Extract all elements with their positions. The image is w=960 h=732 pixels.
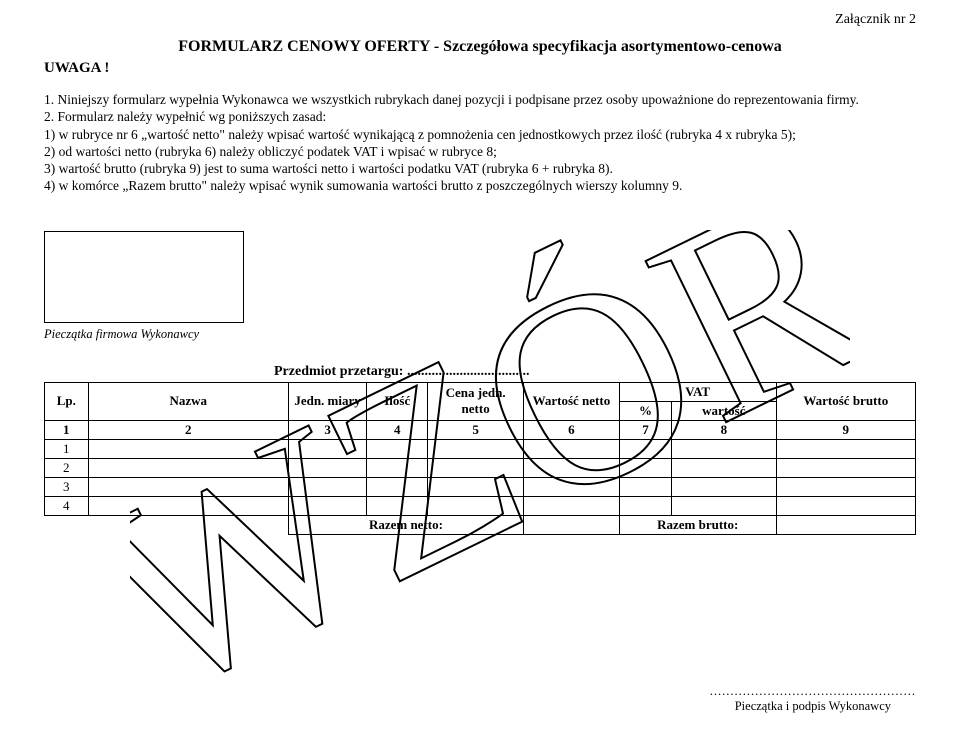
th-nazwa: Nazwa (88, 382, 288, 420)
table-colnum: 5 (428, 420, 524, 439)
table-number-row: 123456789 (45, 420, 916, 439)
company-stamp-box (44, 231, 244, 323)
table-cell: 1 (45, 439, 89, 458)
th-wart-netto: Wartość netto (524, 382, 620, 420)
table-cell (619, 477, 671, 496)
table-cell (672, 439, 777, 458)
table-colnum: 8 (672, 420, 777, 439)
table-cell (288, 458, 366, 477)
table-cell (776, 458, 915, 477)
signature-dots: ........................................… (710, 684, 916, 699)
table-cell (428, 458, 524, 477)
table-cell: 4 (45, 496, 89, 515)
table-colnum: 9 (776, 420, 915, 439)
table-colnum: 7 (619, 420, 671, 439)
table-cell (428, 477, 524, 496)
table-cell: 2 (45, 458, 89, 477)
table-cell (524, 458, 620, 477)
table-cell (776, 439, 915, 458)
table-row: 1 (45, 439, 916, 458)
company-stamp-label: Pieczątka firmowa Wykonawcy (44, 327, 916, 342)
table-cell (619, 439, 671, 458)
price-table: Lp. Nazwa Jedn. miary Ilość Cena jedn. n… (44, 382, 916, 535)
table-colnum: 2 (88, 420, 288, 439)
signature-label: Pieczątka i podpis Wykonawcy (710, 699, 916, 714)
table-cell: 3 (45, 477, 89, 496)
table-cell (672, 496, 777, 515)
th-lp: Lp. (45, 382, 89, 420)
table-cell (428, 496, 524, 515)
signature-block: ........................................… (710, 684, 916, 714)
table-cell (619, 496, 671, 515)
uwaga-heading: UWAGA ! (44, 60, 916, 77)
table-row: 4 (45, 496, 916, 515)
table-colnum: 6 (524, 420, 620, 439)
table-cell (367, 439, 428, 458)
table-row: 3 (45, 477, 916, 496)
table-sum-row: Razem netto: Razem brutto: (45, 515, 916, 534)
table-cell (776, 477, 915, 496)
table-cell (367, 496, 428, 515)
table-cell (672, 458, 777, 477)
table-cell (88, 496, 288, 515)
th-jedn: Jedn. miary (288, 382, 366, 420)
th-vat-wart: wartość (672, 401, 777, 420)
th-ilosc: Ilość (367, 382, 428, 420)
razem-netto-label: Razem netto: (288, 515, 523, 534)
table-cell (672, 477, 777, 496)
table-cell (88, 439, 288, 458)
table-colnum: 1 (45, 420, 89, 439)
th-vat-pct: % (619, 401, 671, 420)
th-cena: Cena jedn. netto (428, 382, 524, 420)
table-colnum: 3 (288, 420, 366, 439)
table-colnum: 4 (367, 420, 428, 439)
razem-brutto-label: Razem brutto: (619, 515, 776, 534)
table-cell (288, 496, 366, 515)
table-header-row: Lp. Nazwa Jedn. miary Ilość Cena jedn. n… (45, 382, 916, 401)
table-row: 2 (45, 458, 916, 477)
razem-brutto-value (776, 515, 915, 534)
document-title: FORMULARZ CENOWY OFERTY - Szczegółowa sp… (44, 38, 916, 56)
table-cell (288, 477, 366, 496)
th-wart-brutto: Wartość brutto (776, 382, 915, 420)
table-cell (776, 496, 915, 515)
table-cell (619, 458, 671, 477)
attachment-label: Załącznik nr 2 (835, 12, 916, 28)
table-cell (88, 458, 288, 477)
th-vat: VAT (619, 382, 776, 401)
table-cell (524, 439, 620, 458)
table-cell (288, 439, 366, 458)
table-cell (524, 477, 620, 496)
table-cell (367, 458, 428, 477)
table-cell (524, 496, 620, 515)
razem-netto-value (524, 515, 620, 534)
table-cell (428, 439, 524, 458)
instructions-paragraph: 1. Niniejszy formularz wypełnia Wykonawc… (44, 91, 916, 195)
tender-subject-line: Przedmiot przetargu: ...................… (274, 364, 916, 380)
table-cell (88, 477, 288, 496)
table-cell (367, 477, 428, 496)
